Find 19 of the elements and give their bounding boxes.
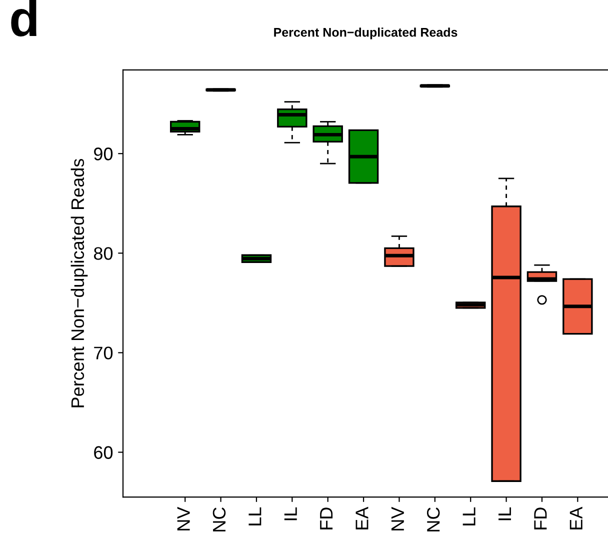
text: d (11, 0, 36, 36)
y-tick-label: 90 (94, 148, 113, 160)
x-tick-label: IL (284, 507, 297, 520)
y-axis-title: Percent Non−duplicated Reads (70, 158, 88, 408)
y-tick-label: 60 (94, 446, 113, 459)
y-tick-label: 70 (94, 346, 113, 360)
x-tick-label: FD (320, 508, 333, 530)
x-tick-label: NC (212, 507, 226, 532)
x-tick-label: NC (426, 507, 440, 532)
x-tick-label: NV (177, 506, 190, 530)
x-tick-label: IL (498, 507, 511, 520)
x-tick-label: LL (462, 507, 476, 526)
x-tick-label: EA (356, 506, 368, 530)
y-tick-label: 80 (94, 247, 113, 260)
chart-title: Percent Non−duplicated Reads (274, 28, 458, 40)
x-tick-label: NV (391, 506, 404, 530)
x-tick-label: LL (248, 507, 262, 526)
x-tick-label: FD (534, 508, 547, 530)
x-tick-label: EA (570, 506, 582, 530)
